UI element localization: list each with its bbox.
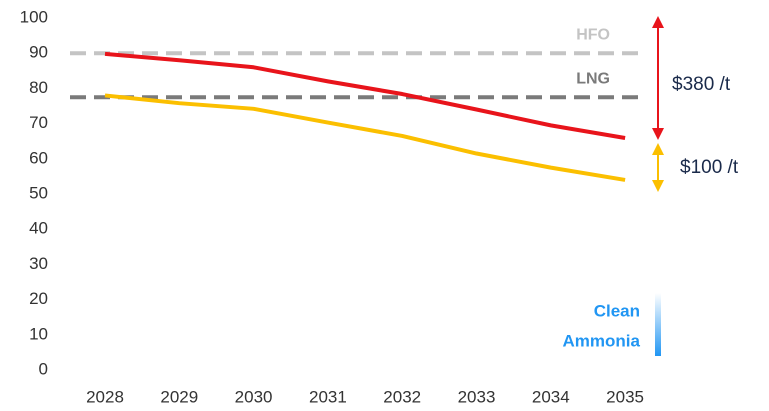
- annotation: $380 /t: [672, 74, 731, 95]
- x-tick-label: 2030: [235, 387, 273, 406]
- annotation: $100 /t: [680, 157, 739, 178]
- x-tick-label: 2034: [532, 387, 570, 406]
- y-tick-label: 90: [29, 43, 48, 62]
- reference-label: HFO: [576, 26, 610, 43]
- y-tick-label: 80: [29, 78, 48, 97]
- annotation: Ammonia: [563, 331, 641, 350]
- x-tick-label: 2033: [458, 387, 496, 406]
- y-tick-label: 50: [29, 183, 48, 202]
- reference-label: LNG: [576, 70, 610, 87]
- line-series: [104, 51, 626, 141]
- x-tick-label: 2035: [606, 387, 644, 406]
- x-tick-label: 2029: [160, 387, 198, 406]
- y-tick-label: 10: [29, 324, 48, 343]
- y-tick-label: 40: [29, 219, 48, 238]
- annotation: Clean: [594, 301, 640, 320]
- arrow-head: [652, 128, 664, 140]
- line-series: [104, 93, 626, 182]
- y-tick-label: 30: [29, 254, 48, 273]
- x-tick-label: 2032: [383, 387, 421, 406]
- arrow-head: [652, 16, 664, 28]
- y-tick-label: 60: [29, 148, 48, 167]
- y-tick-label: 100: [20, 7, 48, 26]
- arrow-head: [652, 180, 664, 192]
- arrow-head: [652, 143, 664, 155]
- x-tick-label: 2031: [309, 387, 347, 406]
- x-tick-label: 2028: [86, 387, 124, 406]
- y-tick-label: 0: [39, 359, 48, 378]
- y-tick-label: 20: [29, 289, 48, 308]
- gradient-bar: [655, 293, 661, 356]
- y-tick-label: 70: [29, 113, 48, 132]
